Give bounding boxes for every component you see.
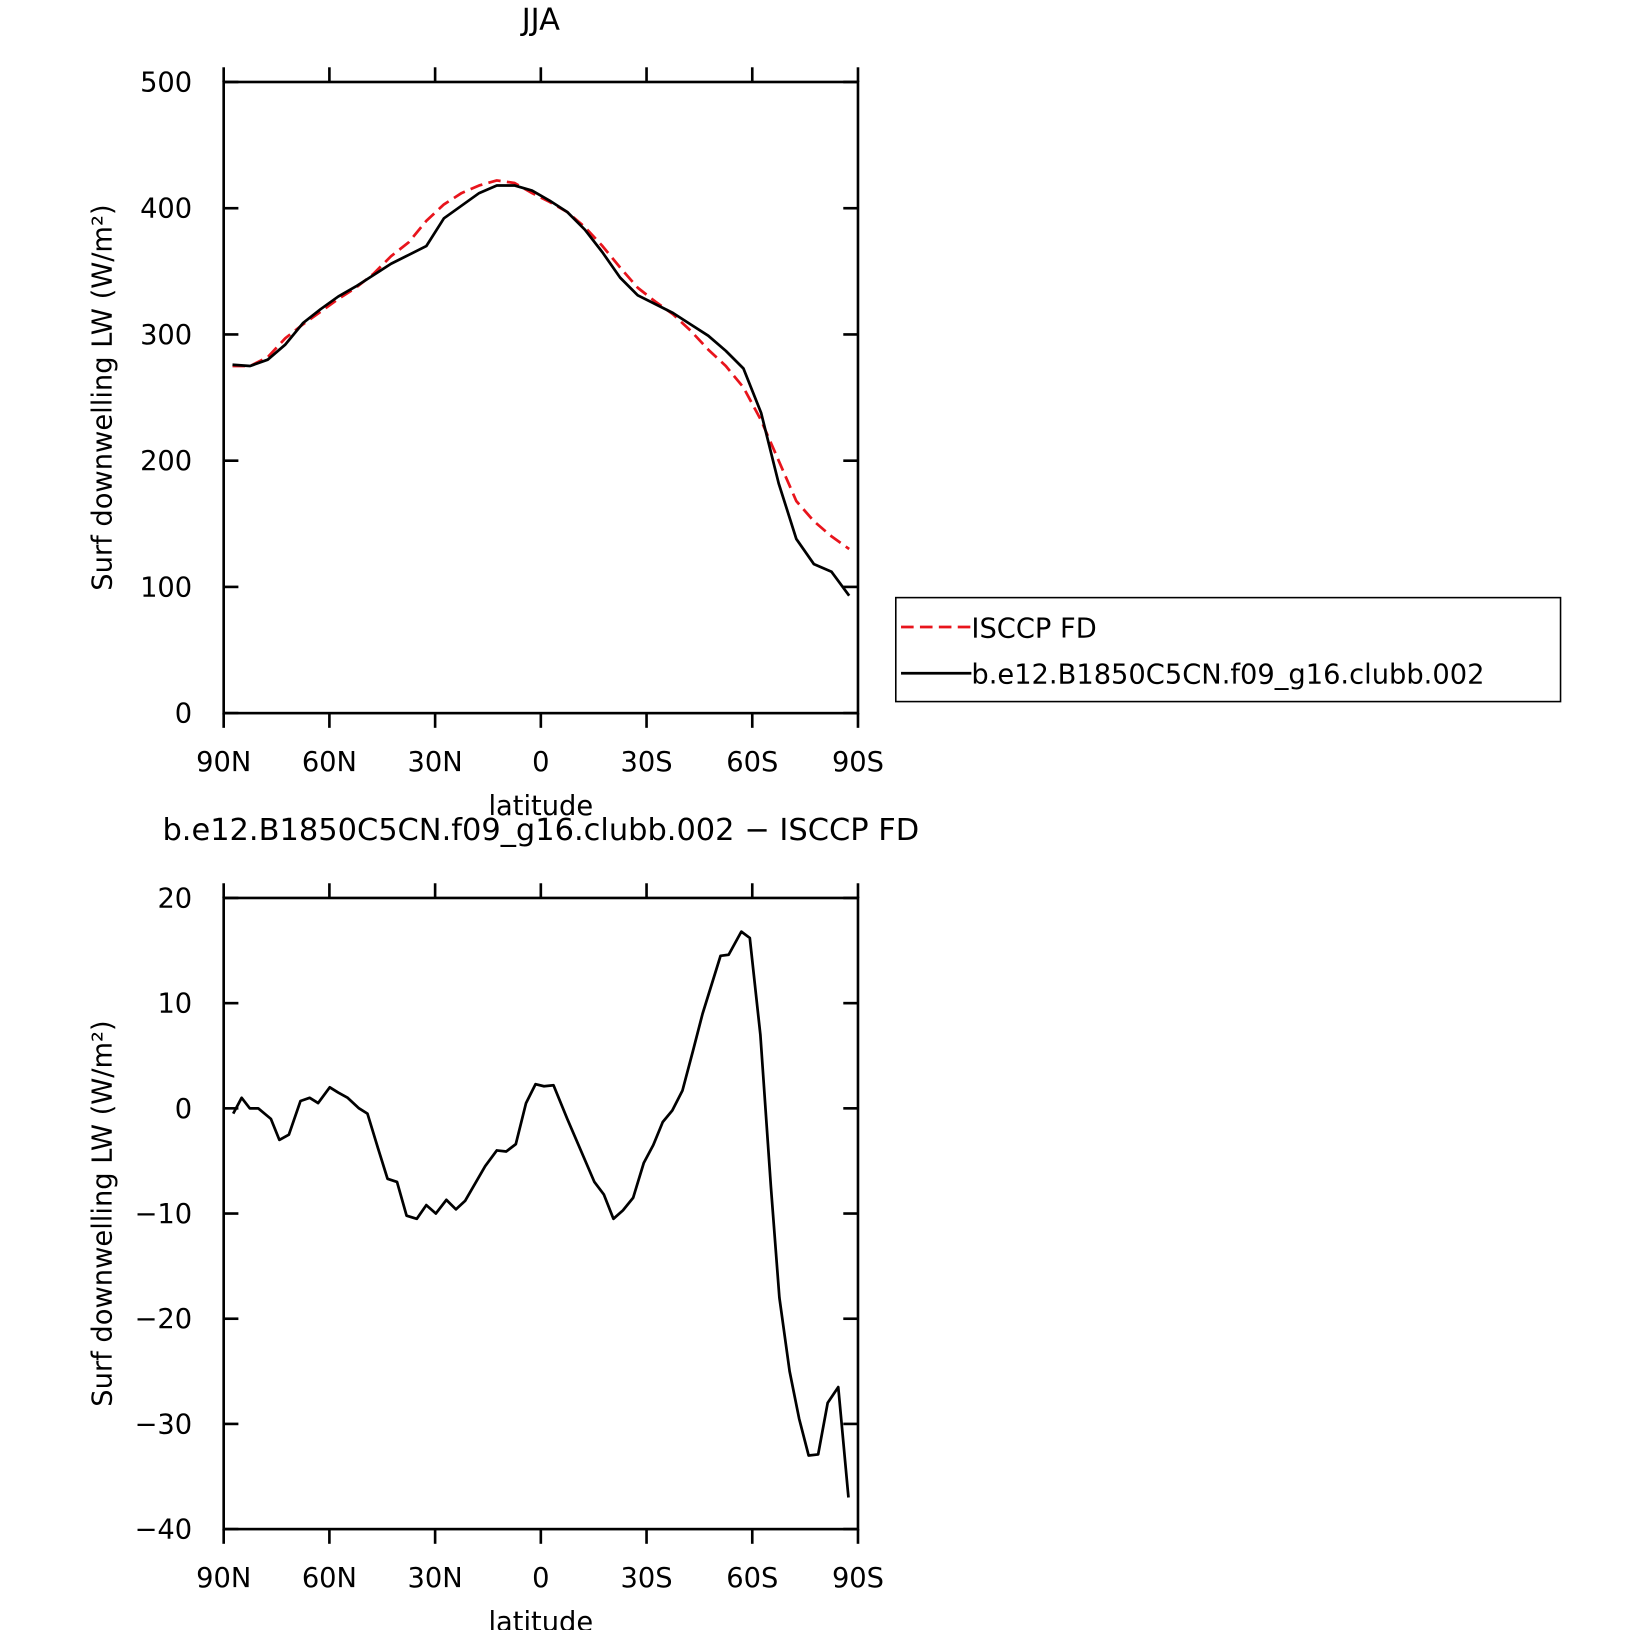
y-tick-label: 0 [175,1094,192,1125]
series-line [232,179,850,551]
x-tick-label: 60S [726,747,778,778]
x-tick-label: 30N [408,1563,463,1594]
x-tick-label: 90N [196,747,251,778]
series-line [231,930,850,1498]
x-axis-label: latitude [488,791,593,822]
x-tick-label: 60N [302,1563,357,1594]
legend-label: b.e12.B1850C5CN.f09_g16.clubb.002 [971,660,1484,691]
x-axis-label: latitude [488,1607,593,1630]
y-tick-label: −40 [135,1515,193,1546]
y-tick-label: 0 [175,699,192,730]
y-tick-label: 100 [140,572,192,603]
legend-box [894,596,1562,703]
x-tick-label: 90S [832,747,884,778]
y-tick-label: 200 [140,446,192,477]
y-tick-label: 20 [157,883,192,914]
x-tick-label: 60S [726,1563,778,1594]
chart-title: b.e12.B1850C5CN.f09_g16.clubb.002 − ISCC… [162,813,919,848]
x-tick-label: 30N [408,747,463,778]
plot-frame [222,896,860,1531]
x-tick-label: 90S [832,1563,884,1594]
y-tick-label: 10 [157,989,192,1020]
y-tick-label: −10 [135,1199,193,1230]
x-tick-label: 30S [621,747,673,778]
x-tick-label: 90N [196,1563,251,1594]
y-tick-label: −20 [135,1304,193,1335]
y-tick-label: 400 [140,194,192,225]
chart-title: JJA [520,2,560,37]
y-tick-label: −30 [135,1409,193,1440]
y-tick-label: 500 [140,67,192,98]
y-axis-label: Surf downwelling LW (W/m²) [87,1020,118,1406]
x-tick-label: 30S [621,1563,673,1594]
x-tick-label: 0 [532,1563,549,1594]
plot-frame [222,80,860,715]
x-tick-label: 0 [532,747,549,778]
legend-label: ISCCP FD [971,614,1096,645]
x-tick-label: 60N [302,747,357,778]
y-axis-label: Surf downwelling LW (W/m²) [87,204,118,590]
y-tick-label: 300 [140,320,192,351]
series-line [232,184,851,597]
